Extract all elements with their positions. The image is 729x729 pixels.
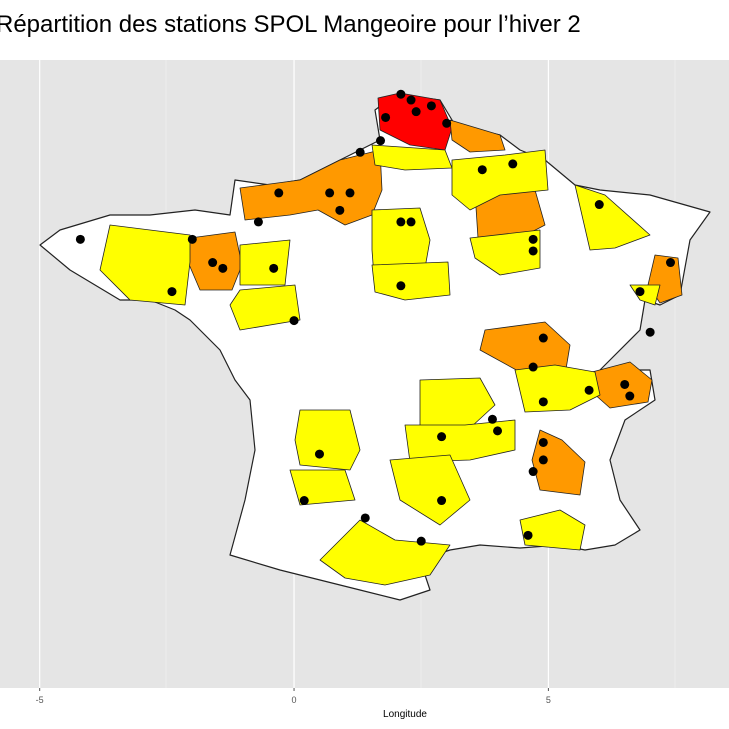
station-point [314, 449, 324, 459]
station-point [493, 426, 503, 436]
station-point [299, 496, 309, 506]
region [451, 149, 549, 211]
region [319, 519, 451, 586]
station-point [345, 188, 355, 198]
station-point [538, 437, 548, 447]
region [519, 509, 586, 551]
station-point [437, 432, 447, 442]
station-point [406, 95, 416, 105]
region [239, 239, 291, 286]
station-point [406, 217, 416, 227]
station-point [477, 165, 487, 175]
station-point [75, 234, 85, 244]
station-point [426, 101, 436, 111]
region [514, 364, 601, 413]
station-point [528, 362, 538, 372]
station-point [416, 536, 426, 546]
station-point [665, 258, 675, 268]
region [449, 119, 506, 153]
station-point [274, 188, 284, 198]
station-point [396, 89, 406, 99]
region [389, 454, 471, 526]
station-point [269, 263, 279, 273]
station-point [218, 263, 228, 273]
region [289, 469, 356, 506]
station-point [528, 234, 538, 244]
station-point [360, 513, 370, 523]
station-point [528, 467, 538, 477]
station-point [487, 414, 497, 424]
station-point [325, 188, 335, 198]
station-point [584, 385, 594, 395]
station-point [437, 496, 447, 506]
region [419, 377, 496, 429]
x-tick-label: -5 [36, 695, 44, 705]
x-tick-label: 5 [546, 695, 551, 705]
region [229, 284, 301, 331]
station-point [538, 397, 548, 407]
region [574, 184, 651, 251]
station-point [625, 391, 635, 401]
chart-title: Répartition des stations SPOL Mangeoire … [0, 11, 581, 38]
station-point [635, 287, 645, 297]
region [371, 144, 453, 171]
station-point [528, 246, 538, 256]
region [371, 261, 451, 301]
station-point [523, 530, 533, 540]
station-point [253, 217, 263, 227]
station-point [396, 281, 406, 291]
station-point [187, 234, 197, 244]
regions [99, 92, 683, 586]
x-axis-label: Longitude [383, 709, 427, 720]
station-point [396, 217, 406, 227]
station-point [355, 147, 365, 157]
station-point [442, 118, 452, 128]
station-point [289, 316, 299, 326]
station-point [335, 205, 345, 215]
station-point [208, 258, 218, 268]
station-point [411, 107, 421, 117]
station-point [594, 200, 604, 210]
region [294, 409, 361, 471]
x-tick-label: 0 [292, 695, 297, 705]
station-point [538, 455, 548, 465]
region [99, 224, 191, 306]
region [469, 229, 541, 276]
station-point [376, 136, 386, 146]
station-point [538, 333, 548, 343]
station-point [167, 287, 177, 297]
station-point [645, 327, 655, 337]
france [39, 92, 711, 601]
station-point [381, 112, 391, 122]
station-point [620, 379, 630, 389]
station-point [508, 159, 518, 169]
